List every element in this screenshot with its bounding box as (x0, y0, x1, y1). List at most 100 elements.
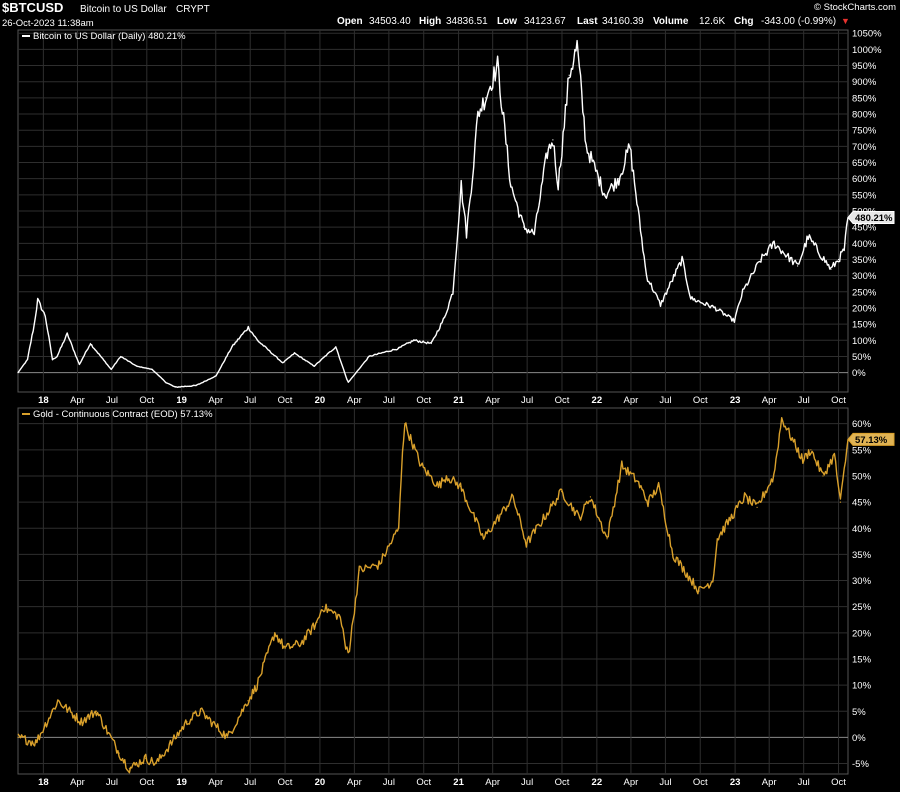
gold-data-point (284, 647, 286, 650)
btc-y-tick-label: 100% (852, 336, 877, 347)
chg-label: Chg (734, 16, 753, 27)
gold-data-point (316, 621, 318, 623)
btc-data-point (413, 339, 415, 341)
gold-y-tick-label: -5% (852, 759, 869, 770)
btc-data-point (347, 381, 349, 383)
gold-y-tick-label: 50% (852, 471, 872, 482)
btc-x-tick-label: Apr (485, 395, 500, 406)
btc-x-tick-label: Jul (244, 395, 256, 406)
gold-data-point (420, 464, 422, 467)
brand-label: © StockCharts.com (814, 2, 896, 13)
btc-y-tick-label: 900% (852, 77, 877, 88)
gold-x-tick-label: 22 (592, 777, 603, 788)
gold-data-point (561, 491, 563, 493)
btc-data-point (714, 307, 716, 309)
gold-y-tick-label: 30% (852, 576, 872, 587)
btc-y-tick-label: 150% (852, 320, 877, 331)
gold-y-tick-label: 60% (852, 419, 872, 430)
btc-y-tick-label: 200% (852, 303, 877, 314)
btc-data-point (452, 291, 454, 293)
chart-date: 26-Oct-2023 11:38am (2, 18, 94, 29)
gold-x-tick-label: Jul (798, 777, 810, 788)
btc-data-point (165, 381, 167, 383)
btc-data-point (843, 249, 845, 251)
gold-data-point (482, 538, 485, 540)
gold-data-point (226, 736, 229, 739)
btc-data-point (477, 113, 479, 115)
gold-x-tick-label: Jul (521, 777, 533, 788)
gold-last-value-box (847, 432, 895, 446)
gold-data-point (621, 464, 623, 467)
btc-data-point (585, 145, 587, 147)
btc-y-tick-label: 950% (852, 61, 877, 72)
btc-data-point (604, 194, 606, 196)
chg-down-arrow-icon: ▼ (841, 16, 850, 26)
btc-data-point (44, 315, 46, 317)
gold-data-point (300, 642, 302, 644)
gold-data-point (437, 485, 440, 488)
last-label: Last (577, 16, 598, 27)
btc-x-tick-label: Jul (106, 395, 118, 406)
gold-data-point (773, 475, 775, 477)
btc-data-point (837, 258, 840, 261)
btc-y-tick-label: 850% (852, 93, 877, 104)
btc-y-tick-label: 400% (852, 239, 877, 250)
btc-data-point (552, 139, 554, 141)
btc-data-point (557, 184, 559, 186)
btc-data-point (33, 323, 35, 325)
btc-data-point (742, 291, 744, 293)
btc-x-tick-label: Oct (693, 395, 708, 406)
btc-y-tick-label: 0% (852, 368, 866, 379)
open-value: 34503.40 (369, 16, 411, 27)
btc-data-point (773, 242, 775, 244)
gold-data-point (358, 569, 360, 571)
gold-y-tick-label: 15% (852, 654, 872, 665)
gold-y-tick-label: 45% (852, 498, 872, 509)
btc-data-point (645, 275, 648, 277)
gold-x-tick-label: Oct (416, 777, 431, 788)
gold-data-point (199, 710, 202, 712)
gold-x-tick-label: 19 (176, 777, 187, 788)
high-value: 34836.51 (446, 16, 488, 27)
gold-data-point (57, 700, 59, 702)
btc-data-point (120, 355, 122, 358)
btc-x-tick-label: Oct (555, 395, 570, 406)
gold-panel: -5% 0% 5% 10% 15% 20% 25% 30% 35% 40% 45% 50% 55% 60%… (17, 408, 895, 788)
btc-x-tick-label: Jul (659, 395, 671, 406)
gold-data-point (578, 517, 581, 519)
btc-x-tick-label: Jul (521, 395, 533, 406)
btc-legend-label: Bitcoin to US Dollar (Daily) 480.21% (33, 31, 186, 42)
gold-data-point (756, 506, 758, 508)
gold-data-point (647, 501, 649, 503)
gold-series-line (17, 417, 849, 774)
high-label: High (419, 16, 441, 27)
btc-data-point (135, 365, 138, 367)
gold-data-point (128, 768, 130, 770)
btc-data-point (215, 375, 217, 377)
btc-data-point (231, 346, 233, 348)
gold-y-tick-label: 20% (852, 628, 872, 639)
gold-panel-border (17, 407, 849, 775)
gold-data-point (17, 736, 19, 739)
gold-data-point (186, 721, 188, 723)
btc-x-tick-label: 20 (315, 395, 326, 406)
btc-data-point (195, 384, 197, 387)
gold-data-point (339, 616, 341, 618)
gold-x-tick-label: 20 (315, 777, 326, 788)
gold-x-tick-label: 21 (453, 777, 464, 788)
btc-data-point (523, 226, 525, 228)
gold-data-point (247, 700, 249, 702)
gold-x-tick-label: Apr (70, 777, 85, 788)
btc-y-tick-label: 800% (852, 110, 877, 121)
btc-data-point (335, 346, 337, 348)
btc-x-tick-label: 18 (38, 395, 49, 406)
btc-y-tick-label: 50% (852, 352, 872, 363)
gold-x-tick-label: Apr (624, 777, 639, 788)
gold-data-point (833, 454, 835, 456)
btc-data-point (151, 368, 153, 370)
last-value: 34160.39 (602, 16, 644, 27)
btc-data-point (690, 297, 692, 299)
chart-header: $BTCUSD Bitcoin to US Dollar CRYPT 26-Oc… (2, 0, 896, 29)
gold-data-point (404, 423, 406, 425)
btc-y-tick-label: 300% (852, 271, 877, 282)
